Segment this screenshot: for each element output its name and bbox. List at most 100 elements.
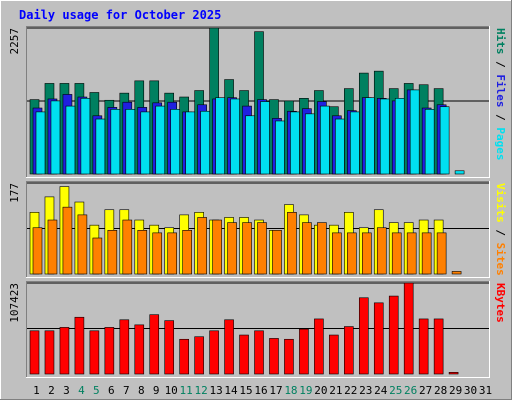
bar-sites-day-9 xyxy=(152,232,163,275)
bar-kbytes-day-26 xyxy=(403,282,414,375)
bar-pages-day-18 xyxy=(290,111,300,175)
legend-kbytes: KBytes xyxy=(494,283,507,323)
panel-kbytes: 107423 KBytes xyxy=(8,281,507,378)
x-tick-label-12: 12 xyxy=(195,384,208,397)
bar-pages-day-13 xyxy=(215,97,225,175)
bar-pages-day-8 xyxy=(140,111,151,175)
bar-kbytes-day-15 xyxy=(239,334,249,375)
x-tick-label-10: 10 xyxy=(165,384,178,397)
bar-kbytes-day-20 xyxy=(314,318,324,375)
x-tick-label-8: 8 xyxy=(138,384,145,397)
bar-kbytes-day-10 xyxy=(164,320,175,375)
bar-kbytes-day-13 xyxy=(209,330,219,375)
x-tick-label-23: 23 xyxy=(359,384,372,397)
bar-pages-day-12 xyxy=(200,110,210,175)
bar-pages-day-23 xyxy=(364,97,375,175)
y-max-label: 177 xyxy=(8,183,21,203)
bar-sites-day-3 xyxy=(62,206,73,275)
bar-sites-day-8 xyxy=(137,230,148,275)
chart-title: Daily usage for October 2025 xyxy=(19,8,221,22)
bar-kbytes-day-1 xyxy=(29,330,40,375)
x-tick-label-24: 24 xyxy=(374,384,388,397)
bar-kbytes-day-27 xyxy=(418,318,429,375)
bar-pages-day-5 xyxy=(95,118,106,175)
legend-entry: Pages xyxy=(494,127,507,160)
bar-kbytes-day-6 xyxy=(104,327,115,375)
bar-sites-day-21 xyxy=(332,232,342,275)
bar-kbytes-day-2 xyxy=(44,330,55,375)
legend-entry: KBytes xyxy=(494,283,507,323)
x-tick-label-15: 15 xyxy=(239,384,252,397)
bar-sites-day-6 xyxy=(107,230,118,275)
y-max-label: 107423 xyxy=(8,283,21,323)
bar-sites-day-7 xyxy=(122,219,133,275)
x-tick-label-26: 26 xyxy=(404,384,417,397)
x-tick-label-29: 29 xyxy=(449,384,462,397)
bar-sites-day-12 xyxy=(197,217,207,275)
bar-sites-day-20 xyxy=(317,222,327,275)
bar-kbytes-day-8 xyxy=(134,324,145,375)
x-tick-label-25: 25 xyxy=(389,384,402,397)
bar-pages-day-6 xyxy=(110,109,121,175)
x-tick-label-22: 22 xyxy=(344,384,357,397)
bar-kbytes-day-5 xyxy=(89,330,100,375)
bar-kbytes-day-28 xyxy=(433,318,444,375)
x-tick-label-9: 9 xyxy=(153,384,160,397)
bar-pages-day-7 xyxy=(125,109,136,175)
bar-pages-day-3 xyxy=(65,105,76,175)
bar-pages-day-4 xyxy=(80,98,91,175)
bar-sites-day-2 xyxy=(47,219,58,275)
bar-pages-day-1 xyxy=(35,111,46,175)
bar-pages-day-27 xyxy=(424,109,435,175)
panel-hits-files-pages: 2257 Hits / Files / Pages xyxy=(8,26,507,178)
x-tick-label-4: 4 xyxy=(78,384,85,397)
bar-sites-day-17 xyxy=(272,230,282,275)
bar-pages-day-16 xyxy=(260,101,270,175)
bar-pages-day-21 xyxy=(335,118,345,175)
x-tick-label-5: 5 xyxy=(93,384,100,397)
x-tick-label-28: 28 xyxy=(434,384,447,397)
bar-kbytes-day-9 xyxy=(149,314,160,375)
bar-pages-day-29 xyxy=(454,170,465,175)
legend-entry: Hits xyxy=(494,28,507,55)
bar-sites-day-5 xyxy=(92,237,103,275)
x-tick-label-30: 30 xyxy=(464,384,477,397)
bar-sites-day-29 xyxy=(451,271,462,275)
bar-sites-day-22 xyxy=(347,232,357,275)
bar-pages-day-20 xyxy=(320,105,330,175)
bar-kbytes-day-14 xyxy=(224,319,234,375)
panel-visits-sites: 177 Visits / Sites xyxy=(8,181,507,278)
bar-sites-day-16 xyxy=(257,222,267,275)
legend-hits-files-pages: Hits / Files / Pages xyxy=(494,28,507,161)
bar-kbytes-day-21 xyxy=(329,334,339,375)
bar-pages-day-10 xyxy=(170,109,181,175)
legend-entry: / xyxy=(494,223,507,243)
x-tick-label-16: 16 xyxy=(254,384,267,397)
bar-kbytes-day-23 xyxy=(358,297,369,375)
bar-sites-day-26 xyxy=(406,232,417,275)
legend-entry: / xyxy=(494,55,507,75)
y-max-label: 2257 xyxy=(8,28,21,55)
bar-kbytes-day-17 xyxy=(269,338,279,375)
x-tick-label-21: 21 xyxy=(329,384,342,397)
legend-entry: Sites xyxy=(494,243,507,276)
bar-pages-day-2 xyxy=(50,100,61,175)
legend-visits-sites: Visits / Sites xyxy=(494,183,507,276)
bar-kbytes-day-3 xyxy=(59,327,70,375)
x-tick-label-27: 27 xyxy=(419,384,432,397)
bar-sites-day-11 xyxy=(182,230,192,275)
bar-sites-day-23 xyxy=(361,232,372,275)
bar-kbytes-day-24 xyxy=(373,302,384,375)
bar-kbytes-day-25 xyxy=(388,295,399,375)
x-tick-label-20: 20 xyxy=(314,384,327,397)
legend-entry: / xyxy=(494,108,507,128)
bar-sites-day-4 xyxy=(77,214,88,275)
bar-sites-day-19 xyxy=(302,222,312,275)
legend-entry: Files xyxy=(494,74,507,107)
chart-panels: 2257 Hits / Files / Pages 177 Visits / Site… xyxy=(8,26,507,378)
bar-kbytes-day-29 xyxy=(448,372,459,375)
bar-sites-day-14 xyxy=(227,222,237,275)
bar-pages-day-14 xyxy=(230,98,240,175)
bar-pages-day-24 xyxy=(379,98,390,175)
x-tick-label-7: 7 xyxy=(123,384,130,397)
